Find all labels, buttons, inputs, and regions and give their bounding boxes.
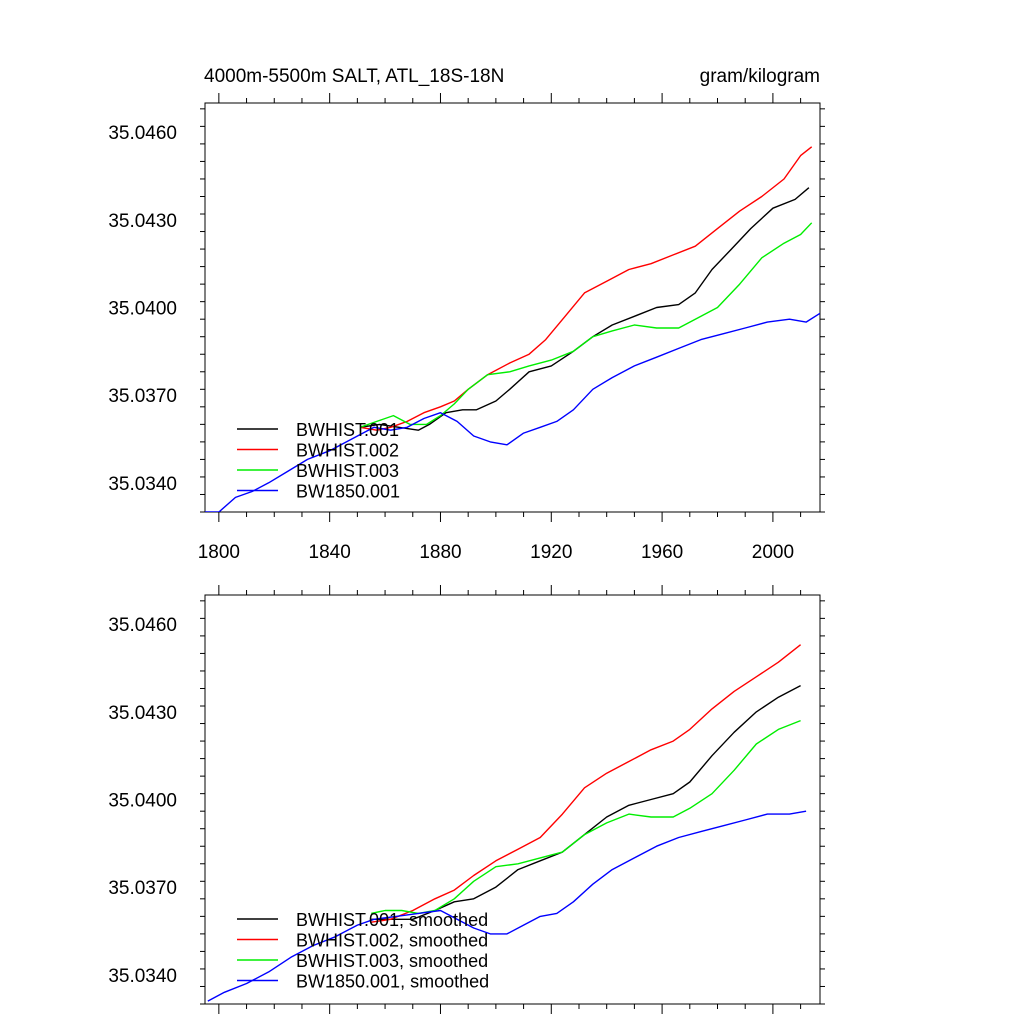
legend-label: BWHIST.003, smoothed <box>296 951 488 971</box>
y-tick-label: 35.0370 <box>108 386 177 407</box>
y-tick-label: 35.0400 <box>108 299 177 320</box>
y-tick-label: 35.0430 <box>108 703 177 724</box>
chart-title: 4000m-5500m SALT, ATL_18S-18N <box>204 66 504 87</box>
x-tick-label: 2000 <box>752 542 794 563</box>
y-tick-label: 35.0460 <box>108 615 177 636</box>
legend-label: BWHIST.002, smoothed <box>296 931 488 951</box>
y-tick-label: 35.0370 <box>108 878 177 899</box>
legend-label: BWHIST.002 <box>296 441 399 461</box>
series-line-bw1850-001 <box>205 312 820 512</box>
legend-label: BWHIST.001 <box>296 420 399 440</box>
series-line-bwhist-002 <box>371 644 802 923</box>
legend-label: BW1850.001 <box>296 482 400 502</box>
series-line-bwhist-003 <box>359 222 813 428</box>
legend-label: BWHIST.003 <box>296 461 399 481</box>
legend-label: BW1850.001, smoothed <box>296 972 489 992</box>
plot-frame <box>204 102 821 513</box>
legend-label: BWHIST.001, smoothed <box>296 910 488 930</box>
y-tick-label: 35.0460 <box>108 123 177 144</box>
top-panel: 35.0340 35.0370 35.0400 35.0430 35.0460 1800 1… <box>108 93 825 563</box>
series-line-bwhist-001 <box>371 684 801 920</box>
x-tick-label: 1920 <box>530 542 572 563</box>
y-tick-label: 35.0340 <box>108 966 177 987</box>
series-line-bwhist-001 <box>359 187 810 431</box>
series-line-bw1850-001 <box>207 810 807 1002</box>
y-tick-label: 35.0400 <box>108 791 177 812</box>
series-line-bwhist-003 <box>371 719 801 915</box>
x-tick-label: 1960 <box>641 542 683 563</box>
units-label: gram/kilogram <box>700 66 820 87</box>
plot-frame <box>204 594 821 1005</box>
y-tick-label: 35.0430 <box>108 211 177 232</box>
series-line-bwhist-002 <box>359 146 813 431</box>
y-tick-label: 35.0340 <box>108 474 177 495</box>
x-tick-label: 1840 <box>309 542 351 563</box>
x-tick-label: 1880 <box>419 542 461 563</box>
bottom-panel: 35.0340 35.0370 35.0400 35.0430 35.0460 BWHIS… <box>108 585 825 1014</box>
x-tick-label: 1800 <box>198 542 240 563</box>
